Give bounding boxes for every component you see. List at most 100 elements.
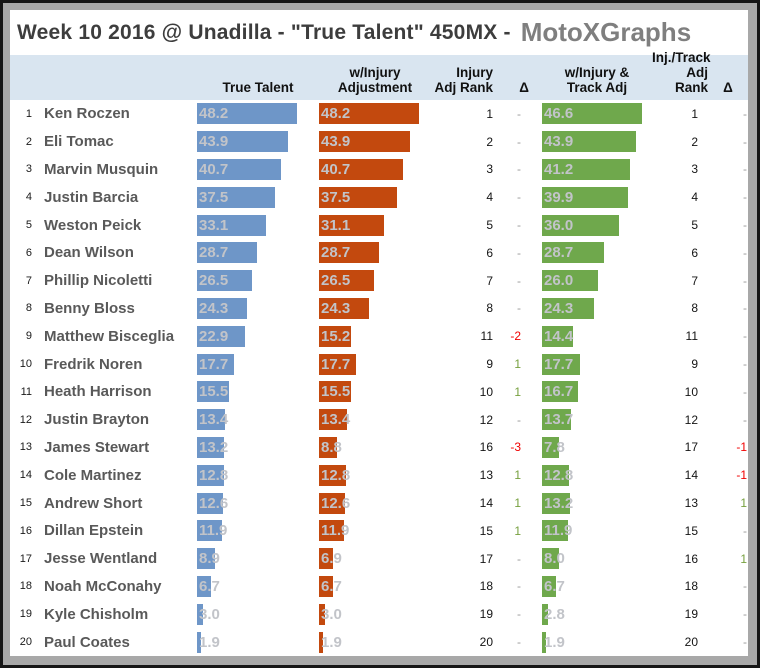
injury-adj-rank-value: 12 — [479, 412, 493, 427]
track-adjustment-bar — [542, 492, 571, 514]
true-talent-bar-cell: 48.2 — [197, 103, 319, 125]
true-talent-bar-cell: 24.3 — [197, 297, 319, 319]
rider-name: Heath Harrison — [44, 383, 152, 401]
true-talent-bar-cell: 15.5 — [197, 381, 319, 403]
rider-name: Dillan Epstein — [44, 522, 144, 540]
track-delta-value: - — [743, 106, 747, 121]
column-header-track-adjustment: w/Injury & Track Adj — [564, 65, 630, 95]
true-talent-value-label: 28.7 — [199, 244, 229, 262]
true-talent-bar — [197, 131, 289, 153]
injury-adjustment-value-label: 15.2 — [321, 327, 351, 345]
table-row: 7 Phillip Nicoletti 26.5 26.5 7 - 26.0 7… — [10, 267, 748, 295]
injury-delta-value: - — [517, 106, 521, 121]
track-adjustment-bar — [542, 353, 580, 375]
true-talent-bar — [197, 325, 245, 347]
track-adjustment-value-label: 14.4 — [544, 327, 574, 345]
true-talent-value-label: 1.9 — [199, 633, 220, 651]
column-header-injury-adjustment: w/Injury Adjustment — [337, 65, 413, 95]
true-talent-bar — [197, 297, 248, 319]
table-row: 9 Matthew Bisceglia 22.9 15.2 11 -2 14.4… — [10, 322, 748, 350]
track-adjustment-value-label: 6.7 — [544, 577, 565, 595]
injury-adj-rank-value: 17 — [479, 551, 493, 566]
table-row: 13 James Stewart 13.2 8.8 16 -3 7.8 17 -… — [10, 434, 748, 462]
table-row: 6 Dean Wilson 28.7 28.7 6 - 28.7 6 - — [10, 239, 748, 267]
rider-name: Dean Wilson — [44, 244, 134, 262]
rank-label: 8 — [25, 302, 32, 315]
track-adjustment-bar — [542, 603, 548, 625]
injury-adj-rank-value: 4 — [486, 190, 493, 205]
track-adjustment-bar-cell: 17.7 — [529, 353, 652, 375]
track-adjustment-value-label: 39.9 — [544, 188, 574, 206]
injury-adjustment-value-label: 8.8 — [321, 438, 342, 456]
true-talent-bar — [197, 242, 257, 264]
true-talent-bar — [197, 464, 224, 486]
track-delta-value: - — [743, 245, 747, 260]
table-row: 15 Andrew Short 12.6 12.6 14 1 13.2 13 1 — [10, 489, 748, 517]
track-delta-value: - — [743, 523, 747, 538]
rider-name: James Stewart — [44, 438, 150, 456]
true-talent-value-label: 26.5 — [199, 272, 229, 290]
rider-name: Jesse Wentland — [44, 550, 158, 568]
injury-adjustment-value-label: 3.0 — [321, 605, 342, 623]
table-row: 14 Cole Martinez 12.8 12.8 13 1 12.8 14 … — [10, 461, 748, 489]
true-talent-bar — [197, 603, 204, 625]
track-delta-value: - — [743, 329, 747, 344]
injury-adjustment-value-label: 11.9 — [321, 522, 350, 540]
rank-label: 20 — [19, 636, 32, 649]
track-delta-value: - — [743, 134, 747, 149]
injury-adjustment-bar-cell: 40.7 — [319, 158, 431, 180]
rider-name: Justin Barcia — [44, 188, 139, 206]
injury-adjustment-value-label: 40.7 — [321, 160, 351, 178]
track-adjustment-bar-cell: 46.6 — [529, 103, 652, 125]
track-adjustment-bar-cell: 8.0 — [529, 548, 652, 570]
track-adjustment-bar-cell: 14.4 — [529, 325, 652, 347]
track-adjustment-bar-cell: 43.9 — [529, 131, 652, 153]
column-header-track-adj-rank: Inj./Track Adj Rank — [652, 50, 711, 95]
injury-delta-value: - — [517, 273, 521, 288]
true-talent-value-label: 40.7 — [199, 160, 229, 178]
injury-adjustment-bar-cell: 17.7 — [319, 353, 431, 375]
track-delta-value: - — [743, 190, 747, 205]
true-talent-bar-cell: 17.7 — [197, 353, 319, 375]
track-delta-value: - — [743, 218, 747, 233]
track-adjustment-bar — [542, 464, 570, 486]
rider-name: Weston Peick — [44, 216, 142, 234]
injury-adjustment-bar-cell: 48.2 — [319, 103, 431, 125]
injury-delta-value: -2 — [510, 329, 521, 344]
track-adj-rank-value: 5 — [691, 218, 698, 233]
track-adjustment-bar — [542, 297, 595, 319]
rider-name: Ken Roczen — [44, 105, 130, 123]
title-bar: Week 10 2016 @ Unadilla - "True Talent" … — [10, 10, 748, 55]
injury-adj-rank-value: 18 — [479, 579, 493, 594]
true-talent-bar — [197, 520, 222, 542]
track-adjustment-bar — [542, 186, 628, 208]
table-row: 4 Justin Barcia 37.5 37.5 4 - 39.9 4 - — [10, 183, 748, 211]
true-talent-bar-cell: 33.1 — [197, 214, 319, 236]
rider-name: Phillip Nicoletti — [44, 272, 153, 290]
track-adjustment-bar-cell: 1.9 — [529, 631, 652, 653]
rank-label: 7 — [25, 274, 32, 287]
table-row: 2 Eli Tomac 43.9 43.9 2 - 43.9 2 - — [10, 128, 748, 156]
injury-delta-value: - — [517, 579, 521, 594]
track-adjustment-bar-cell: 16.7 — [529, 381, 652, 403]
table-row: 11 Heath Harrison 15.5 15.5 10 1 16.7 10… — [10, 378, 748, 406]
track-delta-value: -1 — [736, 440, 747, 455]
true-talent-value-label: 33.1 — [199, 216, 229, 234]
track-adjustment-bar — [542, 158, 631, 180]
track-adjustment-bar-cell: 13.7 — [529, 409, 652, 431]
injury-adjustment-value-label: 31.1 — [321, 216, 351, 234]
chart-panel: Week 10 2016 @ Unadilla - "True Talent" … — [10, 10, 748, 656]
track-adjustment-bar-cell: 13.2 — [529, 492, 652, 514]
injury-adjustment-bar-cell: 11.9 — [319, 520, 431, 542]
injury-adjustment-bar-cell: 26.5 — [319, 270, 431, 292]
track-adjustment-value-label: 26.0 — [544, 272, 574, 290]
track-adj-rank-value: 11 — [685, 329, 698, 344]
injury-adjustment-bar — [319, 436, 338, 458]
track-adjustment-value-label: 8.0 — [544, 550, 565, 568]
injury-adjustment-bar — [319, 353, 356, 375]
injury-delta-value: - — [517, 607, 521, 622]
true-talent-bar — [197, 492, 224, 514]
true-talent-value-label: 8.9 — [199, 550, 220, 568]
injury-adj-rank-value: 10 — [479, 384, 493, 399]
injury-delta-value: - — [517, 301, 521, 316]
